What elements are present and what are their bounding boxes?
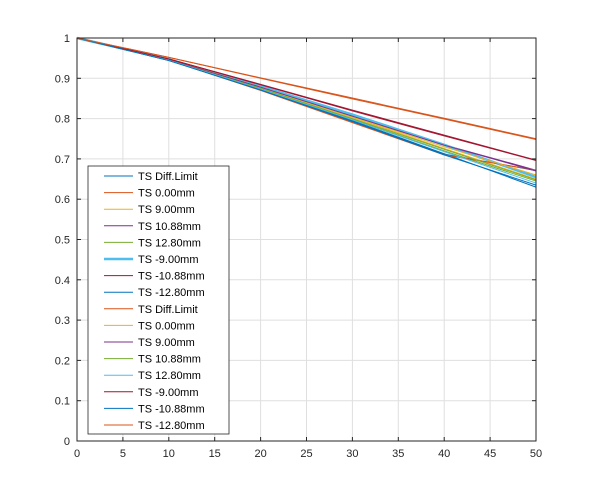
y-axis-ticks: 0 0.1 0.2 0.3 0.4 0.5 0.6 0.7 0.8 0.9 1: [55, 33, 536, 448]
series-line-14: [76, 37, 537, 161]
legend-label-15: TS -10.88mm: [138, 403, 205, 415]
x-tick-label: 0: [74, 448, 80, 460]
y-tick-label: 0: [64, 436, 70, 448]
y-tick-label: 0.5: [55, 235, 70, 247]
x-tick-label: 50: [530, 448, 542, 460]
legend-label-6: TS -9.00mm: [138, 254, 199, 266]
y-tick-label: 0.1: [55, 396, 70, 408]
y-tick-label: 0.6: [55, 194, 70, 206]
x-axis-ticks: 0 5 10 15 20 25 30 35 40 45 50: [74, 38, 542, 460]
legend-label-10: TS 0.00mm: [138, 320, 195, 332]
x-tick-label: 10: [163, 448, 175, 460]
series-line-16: [76, 37, 537, 141]
legend-label-14: TS -9.00mm: [138, 387, 199, 399]
legend-label-12: TS 10.88mm: [138, 354, 201, 366]
legend: TS Diff.Limit TS 0.00mm TS 9.00mm TS 10.88m…: [87, 165, 230, 435]
legend-label-2: TS 0.00mm: [138, 188, 195, 200]
legend-label-1: TS Diff.Limit: [138, 171, 198, 183]
legend-label-16: TS -12.80mm: [138, 420, 205, 432]
legend-label-11: TS 9.00mm: [138, 337, 195, 349]
legend-label-3: TS 9.00mm: [138, 204, 195, 216]
legend-label-7: TS -10.88mm: [138, 271, 205, 283]
legend-label-4: TS 10.88mm: [138, 221, 201, 233]
legend-box: [87, 165, 230, 435]
x-tick-label: 30: [346, 448, 358, 460]
y-tick-label: 0.4: [55, 275, 70, 287]
x-tick-label: 40: [438, 448, 450, 460]
series-line-15: [76, 37, 537, 186]
x-tick-label: 15: [209, 448, 221, 460]
x-tick-label: 5: [120, 448, 126, 460]
y-tick-label: 0.9: [55, 73, 70, 85]
y-tick-label: 1: [64, 33, 70, 45]
y-tick-label: 0.2: [55, 355, 70, 367]
x-tick-label: 25: [300, 448, 312, 460]
y-tick-label: 0.7: [55, 154, 70, 166]
legend-label-13: TS 12.80mm: [138, 370, 201, 382]
x-tick-label: 35: [392, 448, 404, 460]
x-tick-label: 45: [484, 448, 496, 460]
y-tick-label: 0.3: [55, 315, 70, 327]
series-lines: [76, 36, 537, 188]
legend-label-9: TS Diff.Limit: [138, 304, 198, 316]
legend-label-5: TS 12.80mm: [138, 237, 201, 249]
gridlines: [77, 38, 536, 441]
legend-label-8: TS -12.80mm: [138, 287, 205, 299]
legend-items: TS Diff.Limit TS 0.00mm TS 9.00mm TS 10.88m…: [104, 171, 205, 432]
y-tick-label: 0.8: [55, 114, 70, 126]
x-tick-label: 20: [254, 448, 266, 460]
